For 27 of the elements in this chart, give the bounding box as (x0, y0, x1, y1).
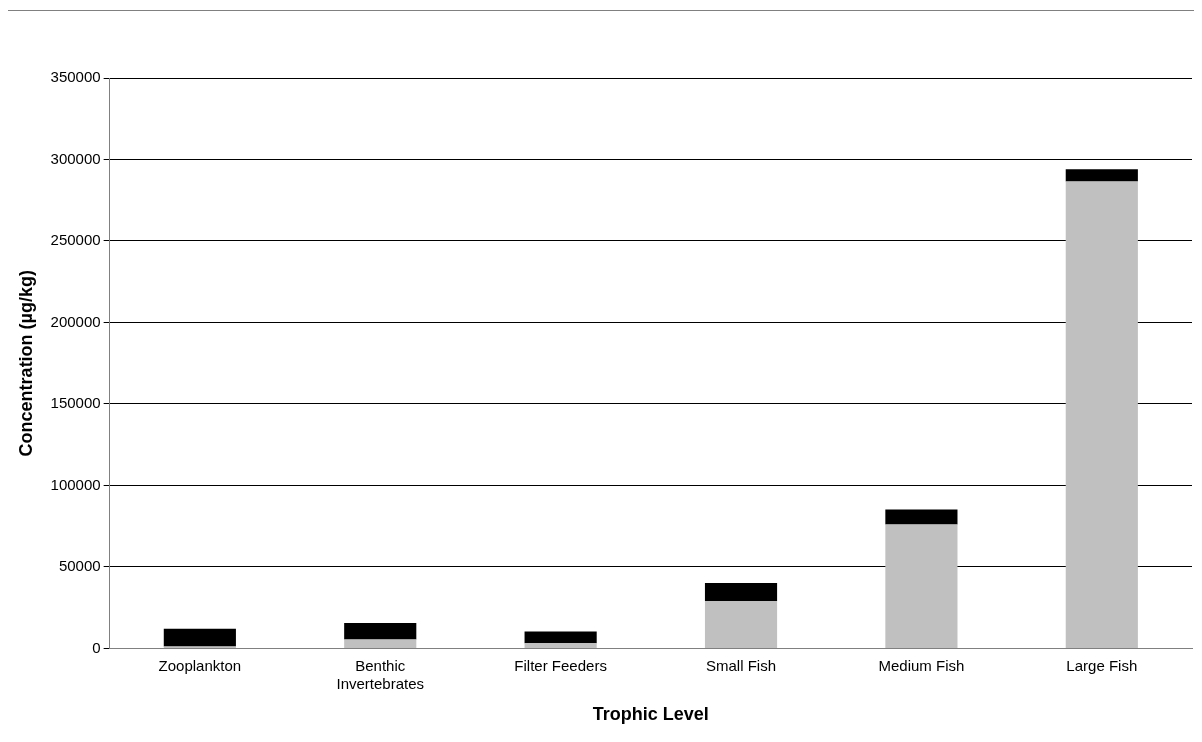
bar (344, 622, 417, 640)
bar (885, 524, 958, 648)
bar (344, 639, 417, 648)
bar (704, 582, 778, 601)
bar (1065, 181, 1138, 648)
y-tick-label: 50000 (58, 557, 101, 575)
x-tick-label: Small Fish (706, 656, 777, 674)
x-tick-label: Filter Feeders (514, 656, 607, 674)
bar (704, 600, 778, 648)
y-tick-label: 250000 (50, 231, 101, 249)
x-tick-label: Zooplankton (158, 656, 242, 674)
bar (1065, 169, 1138, 182)
y-tick-label: 0 (92, 638, 101, 656)
y-axis-title: Concentration (µg/kg) (15, 270, 36, 457)
x-tick-label: Medium Fish (878, 656, 965, 674)
x-tick-label: Large Fish (1066, 656, 1138, 674)
y-tick-label: 200000 (50, 312, 101, 330)
bar (163, 628, 236, 647)
bar (885, 509, 958, 525)
bar (524, 643, 597, 648)
y-tick-label: 350000 (50, 68, 101, 86)
y-tick-label: 100000 (50, 475, 101, 493)
x-axis-title: Trophic Level (592, 704, 709, 725)
y-tick-label: 150000 (50, 394, 101, 412)
y-tick-label: 300000 (50, 149, 101, 167)
x-tick-label: Benthic Invertebrates (336, 656, 425, 692)
bar (524, 631, 597, 644)
